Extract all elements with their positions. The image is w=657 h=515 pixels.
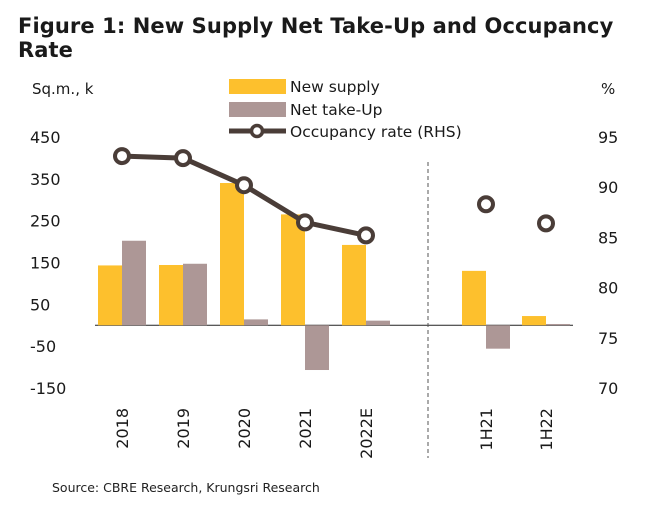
bar-new-supply	[220, 183, 244, 326]
occupancy-point	[296, 213, 314, 232]
legend-label-net-take-up: Net take-Up	[290, 101, 382, 119]
left-tick-label: 350	[30, 170, 61, 189]
legend: New supply Net take-Up Occupancy rate (R…	[229, 78, 462, 141]
right-tick-label: 80	[598, 279, 618, 298]
bar-new-supply	[281, 214, 305, 326]
left-axis-label: Sq.m., k	[32, 80, 94, 98]
left-tick-label: 150	[30, 254, 61, 273]
left-axis: Sq.m., k 450 350 250 150 50 -50 -150	[30, 80, 94, 398]
left-tick-label: -50	[30, 337, 56, 356]
category-label: 2019	[174, 408, 193, 449]
legend-label-new-supply: New supply	[290, 78, 380, 96]
category-label: 1H22	[537, 408, 556, 451]
legend-swatch-new-supply	[229, 79, 286, 94]
left-tick-label: 50	[30, 295, 50, 314]
bar-net-take-up	[122, 240, 146, 326]
bar-net-take-up	[486, 325, 510, 349]
bar-net-take-up	[244, 319, 268, 326]
category-label: 1H21	[477, 408, 496, 451]
legend-label-occupancy: Occupancy rate (RHS)	[290, 123, 462, 141]
occupancy-point	[537, 214, 555, 233]
plot-area: 2018 2019 2020 2021 2022E 1H21 1H22	[95, 147, 573, 459]
legend-marker-occupancy	[249, 123, 265, 139]
source-note: Source: CBRE Research, Krungsri Research	[52, 480, 320, 495]
left-tick-label: -150	[30, 379, 66, 398]
bar-net-take-up	[305, 325, 329, 371]
right-axis-label: %	[601, 80, 615, 98]
occupancy-point	[174, 149, 192, 168]
left-tick-label: 450	[30, 128, 61, 147]
bar-new-supply	[159, 265, 183, 326]
left-tick-label: 250	[30, 212, 61, 231]
occupancy-point	[477, 195, 495, 214]
right-tick-label: 85	[598, 228, 618, 247]
bar-net-take-up	[183, 263, 207, 326]
category-label: 2022E	[357, 408, 376, 459]
category-label: 2020	[235, 408, 254, 449]
bar-net-take-up	[366, 320, 390, 326]
chart-title: Figure 1: New Supply Net Take-Up and Occ…	[18, 14, 614, 62]
bar-net-take-up	[546, 323, 570, 326]
bar-new-supply	[98, 265, 122, 326]
category-label: 2018	[113, 408, 132, 449]
right-axis: % 95 90 85 80 75 70	[598, 80, 618, 398]
bar-new-supply	[462, 270, 486, 326]
right-tick-label: 90	[598, 178, 618, 197]
occupancy-point	[357, 226, 375, 245]
occupancy-point	[113, 147, 131, 166]
legend-swatch-net-take-up	[229, 102, 286, 117]
bar-new-supply	[522, 316, 546, 326]
right-tick-label: 95	[598, 128, 618, 147]
right-tick-label: 70	[598, 379, 618, 398]
category-label: 2021	[296, 408, 315, 449]
occupancy-point	[235, 176, 253, 195]
bar-new-supply	[342, 244, 366, 326]
right-tick-label: 75	[598, 329, 618, 348]
